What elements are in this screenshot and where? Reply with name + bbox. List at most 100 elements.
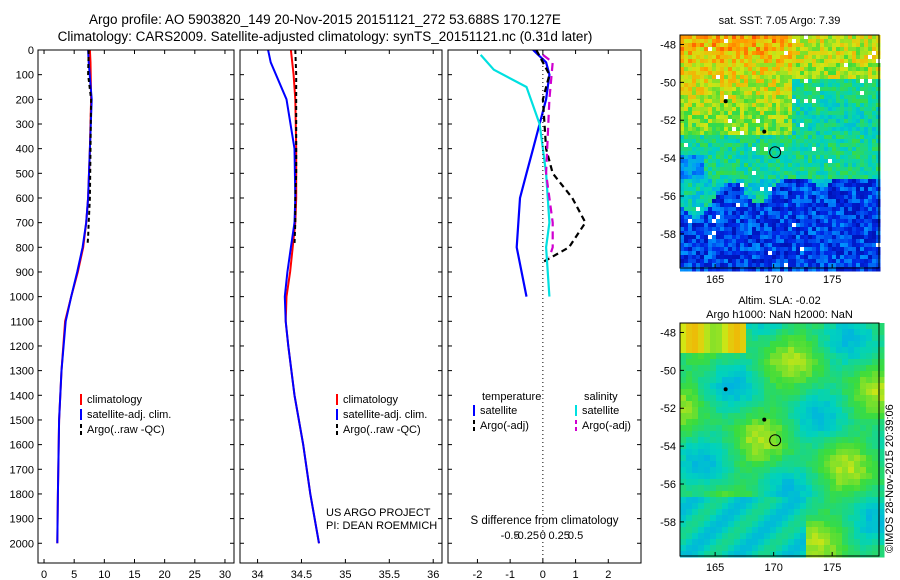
legend-entry-1-label: climatology [87,394,143,406]
x-tick-label: 10 [98,569,110,580]
diff-series-4 [542,54,554,258]
map-y-tick-label: -52 [660,403,676,415]
map-y-tick-label: -48 [660,327,676,339]
profile-location-marker [769,146,782,159]
top-tick-label: -0.25 [514,530,539,542]
plot-frame [37,49,235,564]
depth-tick-label: 1700 [10,464,34,476]
diff-series-3 [479,54,551,297]
map-y-tick-label: -50 [660,77,676,89]
depth-tick-label: 300 [16,119,34,131]
series-line-1 [56,50,93,544]
legend-title-salinity: salinity [584,391,618,403]
top-tick-label: 0.5 [568,530,583,542]
top-tick-label: -0.5 [501,530,520,542]
map-y-tick-label: -54 [660,441,676,453]
series-line-3 [293,50,298,245]
x-tick-label: 1 [573,569,579,580]
map-y-tick-label: -50 [660,365,676,377]
map-frame [679,34,880,269]
x-tick-label: 5 [71,569,77,580]
legend-entry-3-label: Argo(..raw -QC) [87,424,165,436]
top-axis-label: S difference from climatology [470,515,618,527]
argo-track-dot [762,417,767,422]
legend-s-satellite-label: satellite [582,405,619,417]
diff-series-2 [535,50,587,264]
climatology-subtitle: Climatology: CARS2009. Satellite-adjuste… [57,29,593,44]
legend-entry-2-label: satellite-adj. clim. [87,409,171,421]
depth-tick-label: 1500 [10,415,34,427]
depth-tick-label: 900 [16,267,34,279]
x-tick-label: 34 [251,569,263,580]
x-tick-label: 15 [128,569,140,580]
x-tick-label: 25 [189,569,201,580]
sla-map: 165 170 175 -48 -50 -52 -54 -56 -58 Altim. SLA: -… [660,295,885,574]
depth-tick-label: 200 [16,94,34,106]
argo-track-dot [723,387,728,392]
series-line-2 [267,50,320,544]
map-y-tick-label: -58 [660,517,676,529]
top-tick-label: 0.25 [549,530,570,542]
project-annotation: US ARGO PROJECT [326,507,431,519]
legend-entry-2-label: satellite-adj. clim. [343,409,427,421]
depth-tick-label: 1400 [10,390,34,402]
map-y-tick-label: -54 [660,153,676,165]
depth-tick-label: 600 [16,193,34,205]
map-y-tick-label: -48 [660,39,676,51]
legend-t-argo-label: Argo(-adj) [480,420,529,432]
x-tick-label: -2 [473,569,483,580]
depth-tick-label: 400 [16,144,34,156]
project-annotation: PI: DEAN ROEMMICH [326,520,437,532]
x-tick-label: 35.5 [379,569,400,580]
map-x-tick-label: 170 [764,562,782,574]
map-frame [679,322,880,557]
map-x-tick-label: 165 [706,562,724,574]
depth-tick-label: 2000 [10,538,34,550]
plot-frame [239,49,443,564]
legend-entry-1-label: climatology [343,394,399,406]
map-y-tick-label: -58 [660,229,676,241]
map-x-tick-label: 175 [823,562,841,574]
depth-tick-label: 1300 [10,366,34,378]
depth-tick-label: 700 [16,218,34,230]
depth-tick-label: 100 [16,70,34,82]
depth-tick-label: 1900 [10,514,34,526]
argo-track-dot [723,99,728,104]
diff-series-1 [515,50,551,297]
profile-panel-3: -2-1012T difference from climatology-0.5… [447,49,642,580]
map-x-tick-label: 170 [764,274,782,286]
depth-tick-label: 500 [16,168,34,180]
argo-track-dot [762,129,767,134]
top-tick-label: 0 [540,530,546,542]
depth-tick-label: 1100 [10,316,34,328]
legend-entry-3-label: Argo(..raw -QC) [343,424,421,436]
profile-title: Argo profile: AO 5903820_149 20-Nov-2015… [89,12,561,27]
series-group [56,50,93,544]
x-tick-label: 0 [41,569,47,580]
depth-tick-label: 1800 [10,489,34,501]
legend-s-argo-label: Argo(-adj) [582,420,631,432]
x-tick-label: -1 [505,569,515,580]
legend-title-temperature: temperature [482,391,541,403]
x-tick-label: 2 [605,569,611,580]
profile-panel-1: 0100200300400500600700800900100011001200… [10,45,235,580]
profile-panel-2: 3434.53535.536salinityclimatologysatelli… [239,49,443,580]
map-y-tick-label: -56 [660,479,676,491]
x-tick-label: 34.5 [291,569,312,580]
map-subtitle: Argo h1000: NaN h2000: NaN [706,309,853,321]
map-y-tick-label: -56 [660,191,676,203]
x-tick-label: 35 [339,569,351,580]
depth-tick-label: 0 [28,45,34,57]
map-x-tick-label: 165 [706,274,724,286]
plot-frame [447,49,642,564]
sst-map: 165 170 175 -48 -50 -52 -54 -56 -58 sat. SST: 7.0… [660,15,881,286]
depth-tick-label: 1000 [10,292,34,304]
map-cells [680,323,885,558]
x-tick-label: 36 [427,569,439,580]
map-x-tick-label: 175 [823,274,841,286]
legend-t-satellite-label: satellite [480,405,517,417]
map-cells [680,35,881,272]
depth-tick-label: 800 [16,242,34,254]
x-tick-label: 0 [540,569,546,580]
depth-tick-label: 1200 [10,341,34,353]
